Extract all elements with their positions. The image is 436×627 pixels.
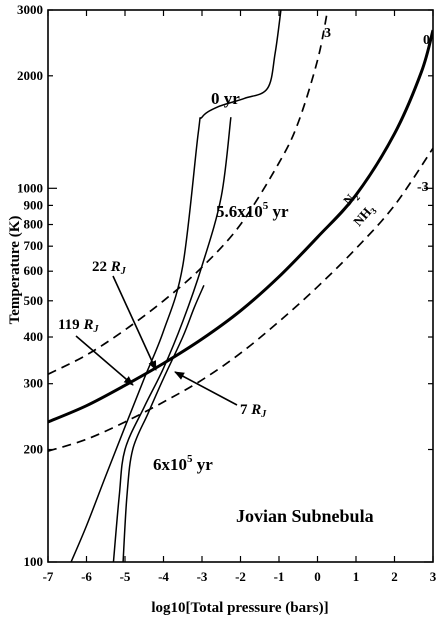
x-tick-label-8: 1 bbox=[353, 569, 360, 584]
series-line-1 bbox=[48, 12, 328, 376]
series-line-4 bbox=[112, 117, 232, 562]
series-line-2 bbox=[48, 147, 433, 452]
x-tick-label-5: -2 bbox=[235, 569, 246, 584]
plot-frame bbox=[47, 9, 434, 563]
series-line-0 bbox=[48, 29, 433, 424]
x-tick-label-3: -4 bbox=[158, 569, 169, 584]
y-tick-label-6: 700 bbox=[24, 238, 44, 253]
time-label-0yr: 0 yr bbox=[211, 89, 240, 108]
arrow-22rj bbox=[112, 275, 157, 371]
arrow-7rj bbox=[174, 371, 238, 406]
series-line-3 bbox=[70, 10, 282, 562]
y-tick-label-9: 1000 bbox=[17, 180, 43, 195]
y-tick-label-7: 800 bbox=[24, 217, 44, 232]
y-tick-label-4: 500 bbox=[24, 293, 44, 308]
radius-label-22: 22 RJ bbox=[92, 259, 127, 277]
y-tick-label-3: 400 bbox=[24, 329, 44, 344]
series-line-5 bbox=[122, 285, 205, 562]
y-tick-label-8: 900 bbox=[24, 197, 44, 212]
radius-label-7: 7 RJ bbox=[240, 402, 267, 420]
curve-label-three: 3 bbox=[324, 26, 331, 41]
y-axis-title: Temperature (K) bbox=[7, 216, 23, 325]
y-tick-label-11: 3000 bbox=[17, 2, 43, 17]
x-axis-title: log10[Total pressure (bars)] bbox=[151, 600, 328, 616]
radius-label-119: 119 RJ bbox=[58, 317, 99, 335]
x-tick-label-4: -3 bbox=[197, 569, 208, 584]
curve-label-neg-three: -3 bbox=[417, 180, 429, 195]
x-tick-label-0: -7 bbox=[43, 569, 54, 584]
curves bbox=[48, 10, 433, 562]
y-tick-label-10: 2000 bbox=[17, 68, 43, 83]
x-tick-label-9: 2 bbox=[391, 569, 398, 584]
x-tick-label-6: -1 bbox=[274, 569, 285, 584]
y-tick-label-5: 600 bbox=[24, 263, 44, 278]
arrow-119rj bbox=[75, 335, 134, 386]
curve-label-zero: 0 bbox=[423, 33, 430, 48]
x-tick-label-2: -5 bbox=[120, 569, 131, 584]
y-tick-label-1: 200 bbox=[24, 442, 44, 457]
time-label-5-6e5yr: 5.6x105 yr bbox=[216, 200, 289, 221]
y-tick-label-2: 300 bbox=[24, 376, 44, 391]
x-tick-label-10: 3 bbox=[430, 569, 436, 584]
x-tick-label-1: -6 bbox=[81, 569, 92, 584]
x-axis-ticks: -7 -6 -5 -4 -3 -2 -1 0 1 2 3 bbox=[43, 10, 436, 584]
y-tick-label-0: 100 bbox=[24, 554, 44, 569]
nh3-label: NH3 bbox=[350, 201, 379, 231]
time-label-6e5yr: 6x105 yr bbox=[153, 453, 213, 474]
x-tick-label-7: 0 bbox=[314, 569, 321, 584]
y-axis-ticks: 100 200 300 400 500 600 700 800 900 1000 2000 3000 bbox=[17, 2, 433, 569]
jovian-subnebula-label: Jovian Subnebula bbox=[236, 506, 374, 526]
